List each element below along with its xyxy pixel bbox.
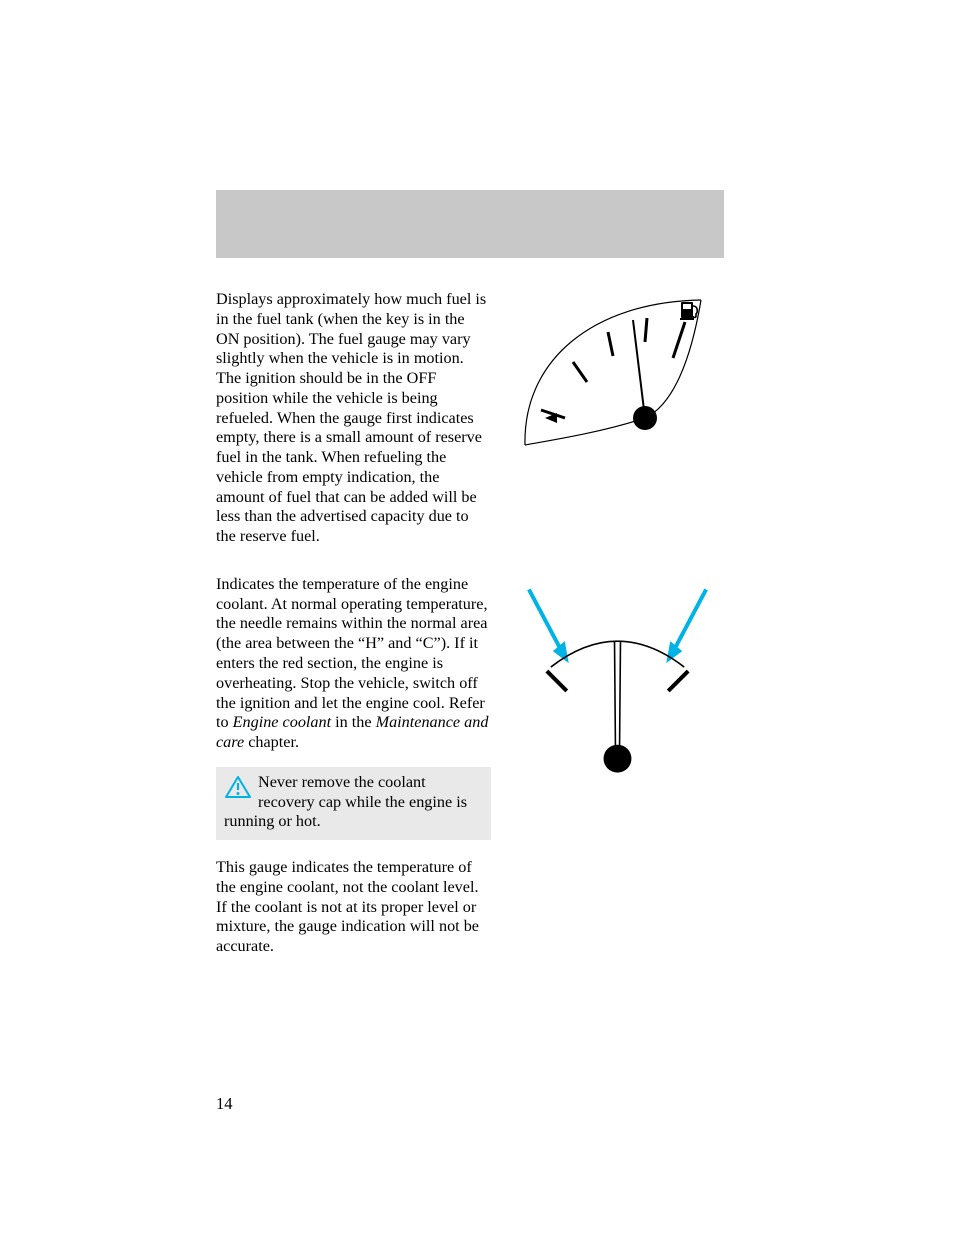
header-band [216,190,724,258]
coolant-gauge-pivot [604,745,632,773]
warning-triangle-icon [224,775,252,799]
coolant-gauge-arc [551,641,684,667]
coolant-para-mid: in the [331,713,376,731]
gauge-needle [633,320,645,418]
coolant-para-italic1: Engine coolant [233,713,331,731]
coolant-tick-right [668,671,688,691]
fuel-gauge-figure [511,290,724,547]
coolant-after-warning-paragraph: This gauge indicates the temperature of … [216,858,491,957]
page-number: 14 [216,1094,233,1114]
fuel-gauge-paragraph: Displays approximately how much fuel is … [216,290,491,547]
gauge-pivot [633,406,657,430]
coolant-tick-left [547,671,567,691]
fuel-pump-icon [680,302,697,320]
fuel-gauge-section: Displays approximately how much fuel is … [216,290,724,547]
gauge-tick [608,332,613,356]
coolant-gauge-paragraph: Indicates the temperature of the engine … [216,575,491,753]
gauge-outer-arc [524,300,700,445]
coolant-needle-right [619,641,620,754]
gauge-inner-curve-left [525,418,645,445]
warning-text: Never remove the coolant recovery cap wh… [224,773,467,831]
fuel-gauge-svg [513,290,723,465]
coolant-gauge-section: Indicates the temperature of the engine … [216,575,724,957]
gauge-tick [573,362,587,382]
coolant-needle-left [615,641,616,754]
coolant-gauge-svg [511,575,724,785]
coolant-para-part1: Indicates the temperature of the engine … [216,575,488,731]
warning-callout: Never remove the coolant recovery cap wh… [216,767,491,840]
coolant-gauge-figure [511,575,724,957]
coolant-gauge-text-col: Indicates the temperature of the engine … [216,575,491,957]
page-content: Displays approximately how much fuel is … [216,290,724,985]
gauge-tick [645,318,647,342]
gauge-tick [673,322,685,358]
coolant-para-post: chapter. [244,733,299,751]
